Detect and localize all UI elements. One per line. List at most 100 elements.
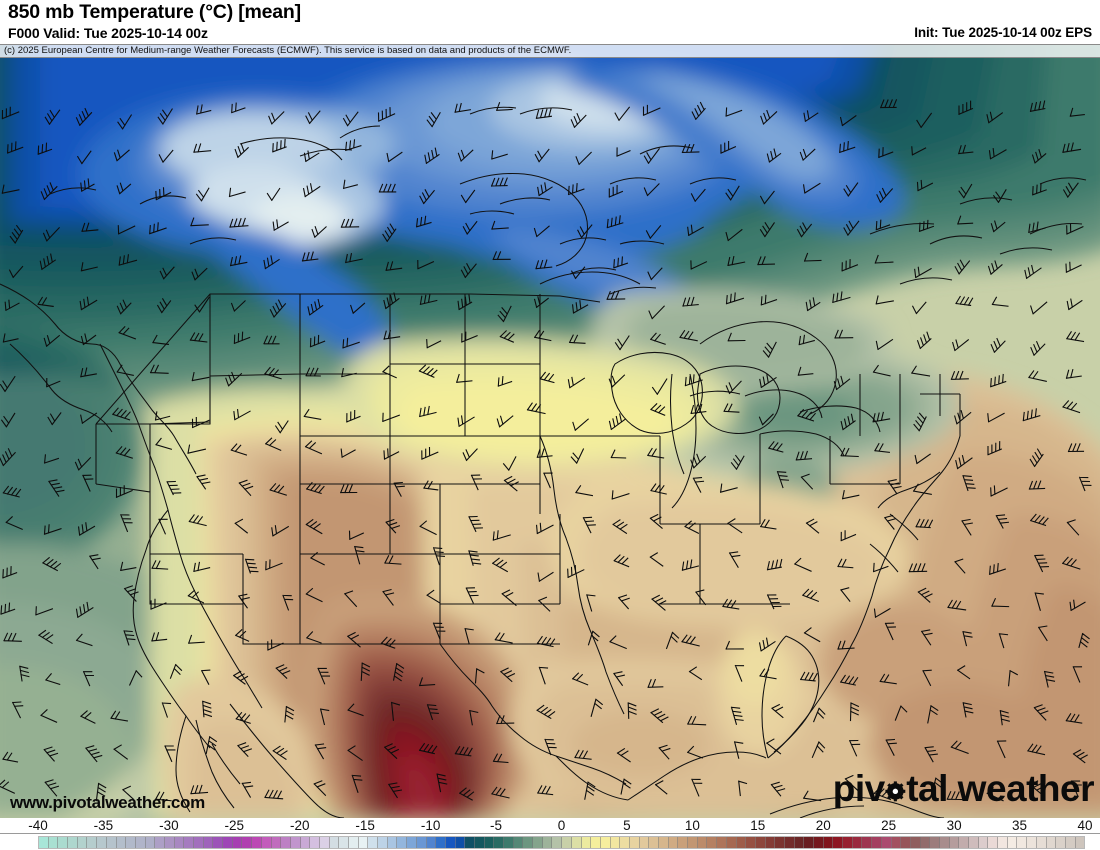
wind-barb — [720, 140, 737, 154]
colorbar-swatch — [959, 837, 969, 848]
wind-barb — [803, 627, 821, 643]
wind-barb — [536, 448, 553, 458]
wind-barb — [470, 474, 482, 491]
wind-barb — [383, 329, 401, 340]
wind-barb — [1029, 100, 1046, 112]
colorbar-swatch — [77, 837, 88, 848]
colorbar-swatch — [668, 837, 679, 848]
wind-barb — [574, 749, 592, 760]
colorbar-swatch — [116, 837, 127, 848]
colorbar-swatch — [1065, 837, 1076, 848]
map-canvas[interactable] — [0, 44, 1100, 818]
wind-barb — [608, 185, 624, 198]
wind-barb — [187, 589, 205, 604]
wind-barb — [80, 710, 96, 724]
wind-barb — [491, 557, 509, 573]
colorbar-swatch — [87, 837, 98, 848]
wind-barb — [319, 708, 330, 726]
wind-barb — [840, 530, 857, 542]
colorbar-swatch — [542, 837, 553, 848]
wind-barb — [79, 296, 98, 311]
wind-barb — [43, 746, 59, 762]
wind-barb — [241, 781, 254, 798]
wind-barb — [122, 785, 135, 800]
wind-barb — [4, 299, 20, 312]
wind-barb — [75, 107, 93, 127]
wind-barb — [725, 380, 742, 395]
wind-barb — [543, 472, 553, 489]
wind-barb — [803, 110, 819, 123]
wind-barb — [120, 561, 137, 572]
colorbar-swatch — [339, 837, 349, 848]
wind-barb — [649, 552, 664, 567]
wind-barb — [492, 251, 511, 261]
site-url-watermark: www.pivotalweather.com — [10, 793, 205, 812]
wind-barb — [263, 255, 280, 270]
wind-barb — [873, 786, 892, 801]
colorbar-swatch — [319, 837, 330, 848]
colorbar-swatch — [755, 837, 766, 848]
colorbar-tick-labels: -40 -35 -30 -25 -20 -15 -10 -5 0 5 10 15 20 25 30 35 40 — [0, 818, 1100, 834]
wind-barb — [990, 485, 1008, 497]
colorbar-swatch — [775, 837, 785, 848]
wind-barb — [987, 412, 1005, 423]
wind-barb — [730, 706, 744, 725]
wind-barb — [840, 587, 851, 602]
wind-barb — [348, 530, 365, 541]
wind-barb — [382, 223, 397, 243]
wind-barb — [48, 479, 65, 497]
wind-barb — [156, 298, 172, 314]
wind-barb — [75, 633, 93, 647]
colorbar-swatch — [407, 837, 417, 848]
colorbar-tick-label: -5 — [490, 818, 503, 833]
colorbar-swatch — [969, 837, 979, 848]
wind-barb — [303, 408, 322, 420]
valid-time-label: F000 Valid: Tue 2025-10-14 00z — [8, 25, 208, 41]
colorbar-swatch — [910, 837, 921, 848]
starburst-o-icon — [885, 781, 906, 802]
wind-barb — [952, 339, 970, 352]
wind-barb — [342, 179, 358, 190]
wind-barb — [533, 225, 550, 238]
wind-barb — [458, 787, 475, 801]
wind-barb — [874, 442, 891, 453]
wind-barb — [878, 147, 894, 159]
wind-barb — [123, 585, 139, 602]
wind-barb — [796, 222, 813, 238]
colorbar-swatch — [135, 837, 146, 848]
colorbar-swatch — [455, 837, 466, 848]
colorbar[interactable]: -40 -35 -30 -25 -20 -15 -10 -5 0 5 10 15 20 25 30 35 40 — [0, 818, 1100, 850]
wind-barb — [990, 220, 1006, 233]
wind-barb — [339, 484, 358, 494]
colorbar-swatch — [620, 837, 630, 848]
wind-barb — [575, 485, 594, 497]
wind-barb — [916, 331, 932, 350]
colorbar-swatch — [930, 837, 940, 848]
wind-barb — [757, 256, 775, 266]
colorbar-tick-label: 35 — [1012, 818, 1028, 833]
wind-barb — [499, 330, 515, 343]
init-time-label: Init: Tue 2025-10-14 00z EPS — [914, 25, 1092, 40]
wind-barb — [196, 474, 211, 490]
wind-barb — [691, 778, 703, 797]
colorbar-swatch — [998, 837, 1008, 848]
wind-barb — [727, 255, 746, 267]
wind-barb — [189, 332, 208, 343]
wind-barb — [1033, 704, 1049, 721]
wind-barb — [839, 115, 857, 127]
wind-barb — [115, 485, 133, 499]
colorbar-swatch — [281, 837, 291, 848]
wind-barb — [799, 148, 816, 161]
wind-barb — [81, 222, 99, 232]
wind-barb — [613, 256, 629, 269]
colorbar-swatches[interactable] — [38, 836, 1085, 849]
wind-barb — [873, 607, 891, 618]
colorbar-tick-label: 30 — [946, 818, 962, 833]
wind-barb — [305, 518, 323, 535]
wind-barb — [799, 671, 818, 682]
wind-barb — [158, 518, 168, 535]
wind-barb — [762, 341, 777, 358]
wind-barb — [426, 589, 441, 604]
wind-barb — [494, 632, 513, 644]
wind-barb — [149, 364, 169, 374]
